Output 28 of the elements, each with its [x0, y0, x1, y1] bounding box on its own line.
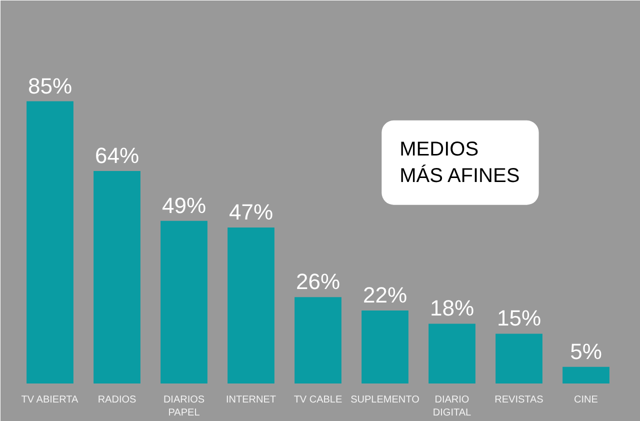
- data-label: 26%: [296, 269, 340, 294]
- x-tick-label: DIARIO DIGITAL: [432, 394, 472, 419]
- bar: [294, 297, 342, 384]
- bar: [496, 334, 542, 384]
- data-label: 22%: [362, 282, 408, 308]
- x-tick-label: RADIOS: [98, 394, 136, 406]
- data-label: 64%: [94, 143, 140, 168]
- x-tick-label: TV CABLE: [294, 394, 343, 406]
- data-label: 85%: [28, 73, 72, 98]
- bar: [228, 227, 274, 384]
- text: MEDIOS MÁS AFINES: [400, 138, 520, 187]
- x-tick-label: CINE: [574, 394, 598, 406]
- data-label: 49%: [162, 192, 206, 218]
- data-label: 5%: [570, 338, 602, 364]
- x-tick-label: INTERNET: [226, 394, 276, 406]
- bar: [428, 324, 476, 384]
- x-tick-label: REVISTAS: [494, 394, 544, 406]
- bar: [160, 220, 208, 384]
- data-label: 47%: [228, 199, 274, 224]
- bar: [562, 366, 610, 384]
- bar: [26, 101, 74, 384]
- bar: [362, 310, 408, 384]
- data-label: 15%: [496, 306, 542, 331]
- x-tick-label: TV ABIERTA: [21, 394, 78, 406]
- x-tick-label: SUPLEMENTO: [350, 394, 420, 406]
- data-label: 18%: [430, 296, 474, 321]
- x-tick-label: DIARIOS PAPEL: [163, 394, 205, 419]
- bar: [94, 171, 140, 384]
